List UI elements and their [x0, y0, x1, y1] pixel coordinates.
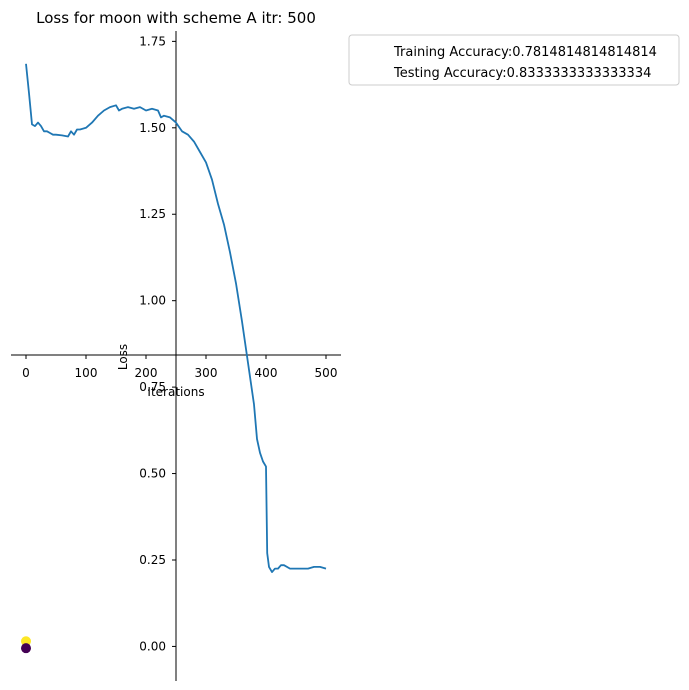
loss-series-line	[25, 63, 327, 573]
scatter-point	[21, 636, 31, 647]
y-tick-label: 1.00	[139, 294, 166, 308]
scatter-layer	[21, 636, 31, 654]
y-axis-label: Loss	[116, 344, 130, 370]
x-tick-label: 200	[135, 366, 158, 380]
y-tick-label: 0.50	[139, 467, 166, 481]
y-tick-label: 0.00	[139, 639, 166, 653]
chart-title: Loss for moon with scheme A itr: 500	[36, 9, 316, 27]
legend-entry-testing: Testing Accuracy:0.8333333333333334	[393, 66, 651, 81]
y-tick-label: 1.50	[139, 121, 166, 135]
legend-frame	[348, 34, 680, 86]
x-axis-overlay: 0 100 200 300 400 500	[11, 354, 341, 380]
y-axis: 0.00 0.25 0.50 0.75 1.00 1.25 1.50 1.75	[139, 31, 177, 681]
series-layer	[25, 63, 327, 573]
y-tick-label: 0.75	[139, 380, 166, 394]
x-tick-label: 300	[195, 366, 218, 380]
legend: Training Accuracy:0.7814814814814814 Tes…	[348, 34, 680, 86]
x-axis-label: Iterations	[147, 385, 204, 399]
x-tick-label: 400	[255, 366, 278, 380]
x-tick-label: 500	[315, 366, 338, 380]
y-tick-label: 1.25	[139, 207, 166, 221]
legend-entry-training: Training Accuracy:0.7814814814814814	[393, 45, 657, 60]
x-tick-label: 100	[75, 366, 98, 380]
scatter-point	[21, 643, 31, 654]
y-tick-label: 0.25	[139, 553, 166, 567]
y-tick-label: 1.75	[139, 34, 166, 48]
x-tick-label: 0	[22, 366, 30, 380]
